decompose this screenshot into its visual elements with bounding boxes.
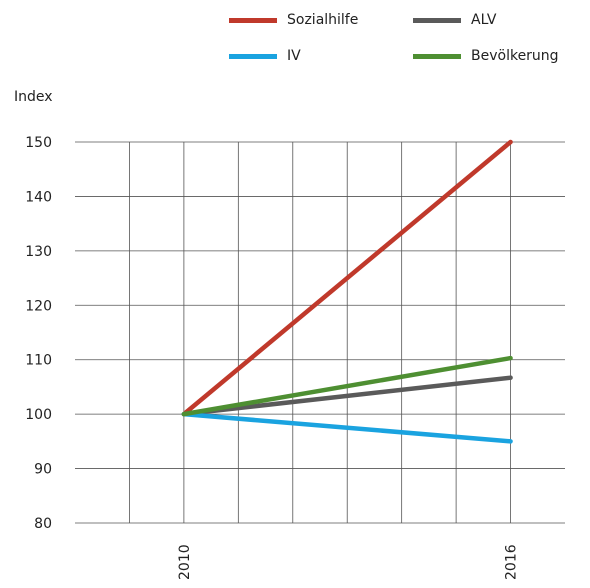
- series-line-bevölkerung: [181, 355, 513, 417]
- y-tick-label: 120: [25, 298, 52, 314]
- y-axis-title: Index: [14, 89, 53, 105]
- legend-swatch-alv: [413, 17, 461, 23]
- legend-item-alv: ALV: [413, 12, 496, 28]
- x-tick-label: 2010: [177, 544, 193, 580]
- legend-label-bevoelkerung: Bevölkerung: [471, 48, 559, 64]
- series-line-iv: [181, 411, 513, 444]
- series-line-sozialhilfe: [181, 139, 513, 417]
- legend-label-alv: ALV: [471, 12, 497, 28]
- y-tick-label: 140: [25, 189, 52, 205]
- y-tick-label: 100: [25, 407, 52, 423]
- legend-swatch-bevoelkerung: [413, 53, 461, 59]
- y-tick-label: 150: [25, 135, 52, 151]
- series-line-alv: [181, 375, 513, 417]
- legend-label-iv: IV: [287, 48, 301, 64]
- legend-item-iv: IV: [229, 48, 301, 64]
- legend-item-sozialhilfe: Sozialhilfe: [229, 12, 358, 28]
- y-tick-label: 130: [25, 244, 52, 260]
- y-tick-label: 80: [34, 516, 52, 532]
- legend-item-bevoelkerung: Bevölkerung: [413, 48, 559, 64]
- x-tick-label: 2016: [504, 544, 520, 580]
- y-tick-label: 110: [25, 353, 52, 369]
- legend-swatch-sozialhilfe: [229, 17, 277, 23]
- legend-label-sozialhilfe: Sozialhilfe: [287, 12, 359, 28]
- y-tick-label: 90: [34, 462, 52, 478]
- legend-swatch-iv: [229, 53, 277, 59]
